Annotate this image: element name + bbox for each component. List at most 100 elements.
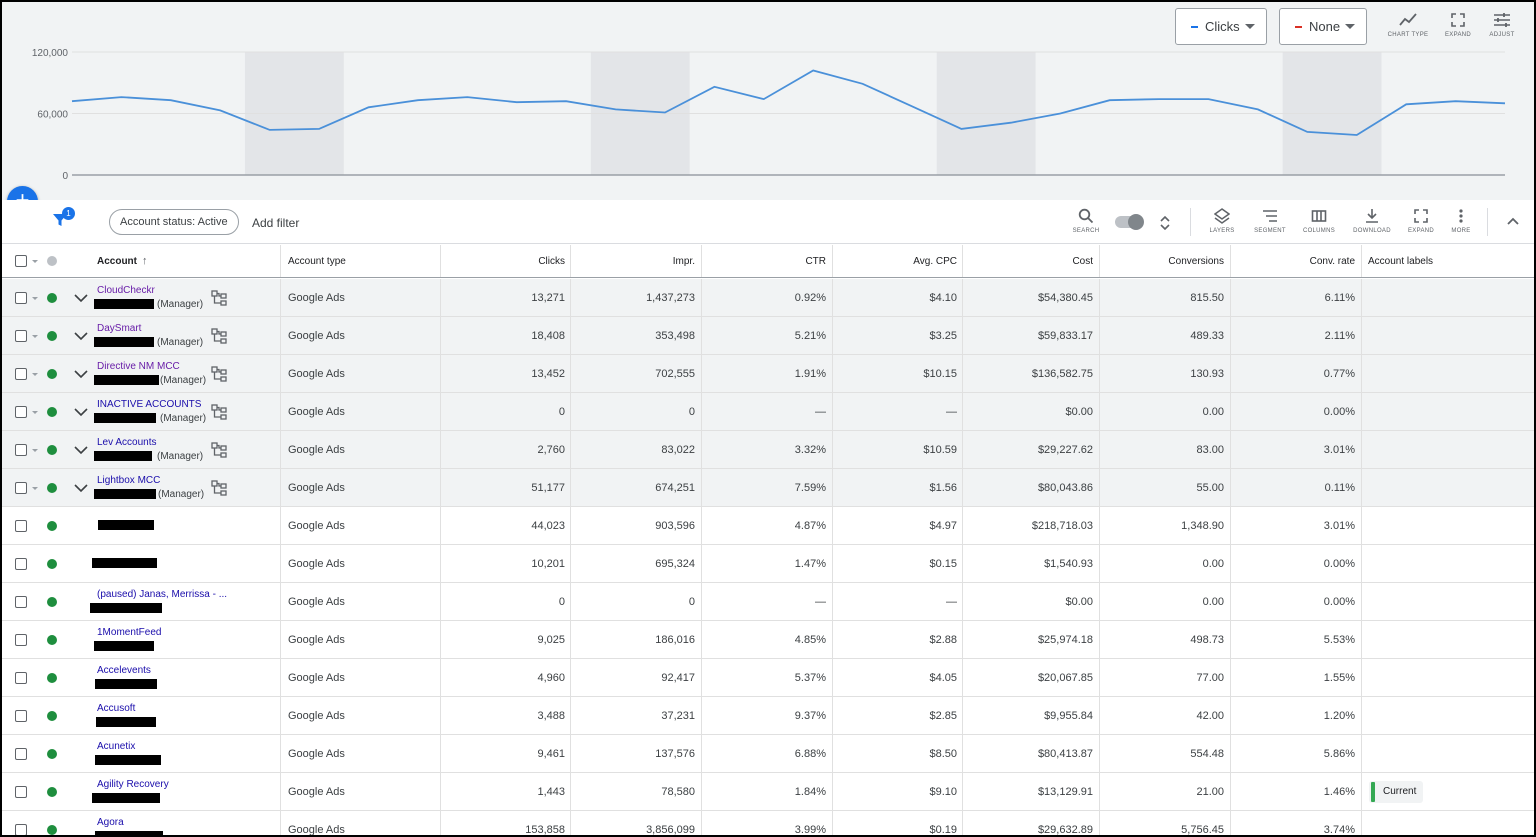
- row-checkbox[interactable]: [15, 671, 27, 684]
- redacted-account-name[interactable]: [98, 520, 154, 530]
- row-checkbox[interactable]: [15, 747, 27, 760]
- account-row[interactable]: (paused) Janas, Merrissa - ... Google Ads…: [2, 583, 1534, 621]
- avg-cpc-column-header[interactable]: Avg. CPC: [913, 255, 957, 267]
- account-name-link[interactable]: CloudCheckr: [97, 285, 155, 296]
- primary-metric-dropdown[interactable]: Clicks: [1175, 8, 1267, 45]
- column-divider: [832, 507, 833, 544]
- secondary-metric-dropdown[interactable]: None: [1279, 8, 1367, 45]
- cost-column-header[interactable]: Cost: [1072, 255, 1093, 267]
- add-filter-button[interactable]: Add filter: [252, 216, 300, 230]
- account-name-link[interactable]: Directive NM MCC: [97, 361, 180, 372]
- layers-button[interactable]: LAYERS: [1200, 208, 1244, 234]
- account-name-link[interactable]: Agora: [97, 817, 124, 828]
- manager-account-row[interactable]: INACTIVE ACCOUNTS (Manager) Google Ads 0 0 — —…: [2, 393, 1534, 431]
- status-enabled-icon: [47, 596, 57, 607]
- manager-account-row[interactable]: Lev Accounts (Manager) Google Ads 2,760 83,0…: [2, 431, 1534, 469]
- account-labels-column-header[interactable]: Account labels: [1368, 255, 1434, 267]
- account-header-label: Account: [97, 255, 137, 267]
- account-row[interactable]: Accelevents Google Ads 4,960 92,417 5.37% $4.…: [2, 659, 1534, 697]
- chevron-down-icon[interactable]: [74, 330, 88, 342]
- account-name-link[interactable]: Acunetix: [97, 741, 136, 752]
- row-select-caret-icon[interactable]: [32, 372, 38, 376]
- row-checkbox[interactable]: [15, 709, 27, 722]
- cost-cell: $29,632.89: [1037, 823, 1093, 836]
- impr-column-header[interactable]: Impr.: [672, 255, 695, 267]
- account-hierarchy-icon[interactable]: [211, 441, 227, 458]
- select-all-checkbox[interactable]: [15, 255, 27, 267]
- search-label: SEARCH: [1072, 228, 1100, 234]
- account-status-filter-chip[interactable]: Account status: Active: [109, 209, 239, 235]
- ctr-column-header[interactable]: CTR: [805, 255, 826, 267]
- chevron-down-icon[interactable]: [74, 482, 88, 494]
- manager-account-row[interactable]: Lightbox MCC (Manager) Google Ads 51,177 674…: [2, 469, 1534, 507]
- chevron-down-icon[interactable]: [74, 406, 88, 418]
- manager-account-row[interactable]: Directive NM MCC (Manager) Google Ads 13,45…: [2, 355, 1534, 393]
- account-name-link[interactable]: Accelevents: [97, 665, 151, 676]
- account-hierarchy-icon[interactable]: [211, 327, 227, 344]
- row-checkbox[interactable]: [15, 405, 27, 418]
- account-row[interactable]: Agility Recovery Google Ads 1,443 78,580 1.8…: [2, 773, 1534, 811]
- segment-button[interactable]: SEGMENT: [1248, 208, 1292, 234]
- chevron-down-icon[interactable]: [74, 368, 88, 380]
- row-checkbox[interactable]: [15, 481, 27, 494]
- chevron-down-icon[interactable]: [74, 444, 88, 456]
- row-select-caret-icon[interactable]: [32, 296, 38, 300]
- row-select-caret-icon[interactable]: [32, 448, 38, 452]
- conversions-column-header[interactable]: Conversions: [1168, 255, 1224, 267]
- account-name-link[interactable]: Lightbox MCC: [97, 475, 161, 486]
- account-name-link[interactable]: Agility Recovery: [97, 779, 169, 790]
- chart-adjust-button[interactable]: ADJUST: [1476, 12, 1528, 38]
- account-name-link[interactable]: DaySmart: [97, 323, 142, 334]
- account-row[interactable]: Acunetix Google Ads 9,461 137,576 6.88% $8.50…: [2, 735, 1534, 773]
- sort-arrows-icon[interactable]: [1160, 216, 1170, 230]
- row-select-caret-icon[interactable]: [32, 410, 38, 414]
- account-hierarchy-icon[interactable]: [211, 479, 227, 496]
- chart-expand-button[interactable]: EXPAND: [1432, 12, 1484, 38]
- account-name-link[interactable]: Lev Accounts: [97, 437, 157, 448]
- chevron-down-icon[interactable]: [74, 292, 88, 304]
- row-checkbox[interactable]: [15, 557, 27, 570]
- manager-account-row[interactable]: DaySmart (Manager) Google Ads 18,408 353,498…: [2, 317, 1534, 355]
- columns-button[interactable]: COLUMNS: [1297, 208, 1341, 234]
- select-menu-caret-icon[interactable]: [32, 260, 38, 263]
- account-row[interactable]: Google Ads 44,023 903,596 4.87% $4.97 $218,71…: [2, 507, 1534, 545]
- clicks-column-header[interactable]: Clicks: [538, 255, 565, 267]
- row-checkbox[interactable]: [15, 595, 27, 608]
- account-hierarchy-icon[interactable]: [211, 365, 227, 382]
- account-column-header[interactable]: Account ↑: [97, 245, 277, 277]
- row-checkbox[interactable]: [15, 329, 27, 342]
- row-checkbox[interactable]: [15, 823, 27, 835]
- account-name-link[interactable]: 1MomentFeed: [97, 627, 162, 638]
- account-type-column-header[interactable]: Account type: [288, 255, 346, 267]
- row-checkbox[interactable]: [15, 519, 27, 532]
- clicks-cell: 10,201: [531, 557, 565, 570]
- row-select-caret-icon[interactable]: [32, 334, 38, 338]
- search-button[interactable]: SEARCH: [1064, 208, 1108, 234]
- account-hierarchy-icon[interactable]: [211, 403, 227, 420]
- redacted-account-name[interactable]: [92, 558, 157, 568]
- column-divider: [962, 317, 963, 354]
- table-expand-button[interactable]: EXPAND: [1399, 208, 1443, 234]
- conv-rate-column-header[interactable]: Conv. rate: [1309, 255, 1355, 267]
- chart-type-button[interactable]: CHART TYPE: [1382, 12, 1434, 38]
- row-checkbox[interactable]: [15, 443, 27, 456]
- account-row[interactable]: 1MomentFeed Google Ads 9,025 186,016 4.85% $2…: [2, 621, 1534, 659]
- download-button[interactable]: DOWNLOAD: [1350, 208, 1394, 234]
- account-name-link[interactable]: Accusoft: [97, 703, 136, 714]
- account-row[interactable]: Accusoft Google Ads 3,488 37,231 9.37% $2.85 $…: [2, 697, 1534, 735]
- row-checkbox[interactable]: [15, 291, 27, 304]
- row-select-caret-icon[interactable]: [32, 486, 38, 490]
- account-label-chip[interactable]: Current: [1369, 781, 1423, 803]
- row-checkbox[interactable]: [15, 367, 27, 380]
- account-name-link[interactable]: INACTIVE ACCOUNTS: [97, 399, 202, 410]
- account-name-link[interactable]: (paused) Janas, Merrissa - ...: [97, 589, 228, 600]
- account-hierarchy-icon[interactable]: [211, 289, 227, 306]
- account-row[interactable]: Agora Google Ads 153,858 3,856,099 3.99% $0.1…: [2, 811, 1534, 835]
- collapse-chevron-up-icon[interactable]: [1507, 216, 1519, 226]
- account-row[interactable]: Google Ads 10,201 695,324 1.47% $0.15 $1,540.…: [2, 545, 1534, 583]
- row-checkbox[interactable]: [15, 785, 27, 798]
- manager-account-row[interactable]: CloudCheckr (Manager) Google Ads 13,271 1,43…: [2, 279, 1534, 317]
- view-toggle[interactable]: [1115, 214, 1144, 230]
- row-checkbox[interactable]: [15, 633, 27, 646]
- more-button[interactable]: MORE: [1439, 208, 1483, 234]
